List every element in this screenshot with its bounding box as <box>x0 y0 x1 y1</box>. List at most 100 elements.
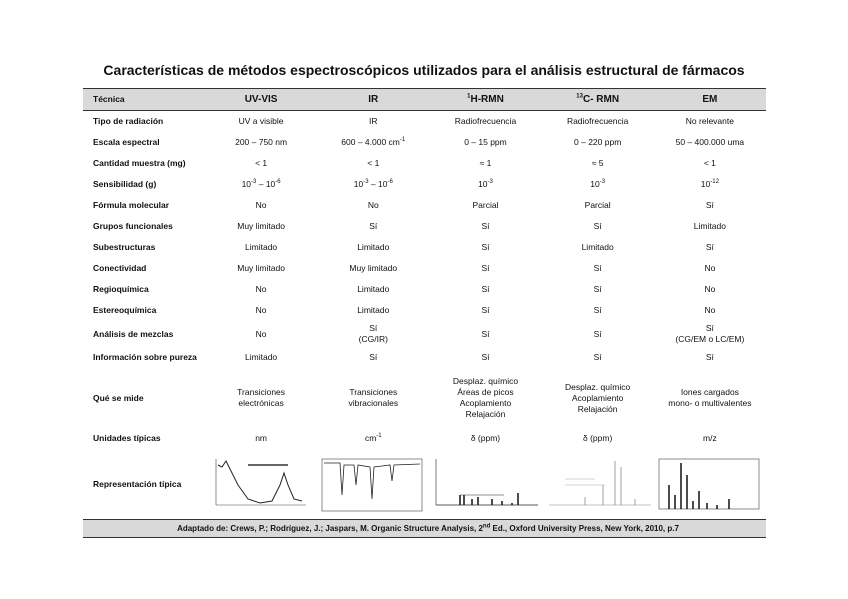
table-cell: Sí <box>429 300 541 321</box>
table-cell: Desplaz. químico Áreas de picos Acoplami… <box>429 368 541 428</box>
cell-text: Regioquímica <box>93 284 149 294</box>
table-cell: Sí <box>429 321 541 347</box>
row-label: Unidades típicas <box>83 428 205 449</box>
cell-text: Subestructuras <box>93 242 156 252</box>
table-cell: Sí <box>542 300 654 321</box>
table-cell: Sí <box>317 216 429 237</box>
cell-text: 0 – 15 ppm <box>464 137 507 147</box>
cell-text: ≈ 1 <box>479 158 492 168</box>
cell-text: Sí <box>369 352 378 362</box>
superscript: -6 <box>275 179 281 186</box>
cell-text: δ (ppm) <box>470 433 501 443</box>
table-cell: Iones cargados mono- o multivalentes <box>654 368 766 428</box>
table-cell: Sí <box>654 237 766 258</box>
cell-text: No <box>704 305 716 315</box>
cell-text: Sí <box>481 352 490 362</box>
table-cell: Sí <box>654 195 766 216</box>
table-cell: δ (ppm) <box>429 428 541 449</box>
table-cell: 200 – 750 nm <box>205 132 317 153</box>
row-label: Representación típica <box>83 449 205 520</box>
table-cell: Limitado <box>317 300 429 321</box>
cell-text: Sí <box>481 328 490 339</box>
table-row: Sensibilidad (g) 10-3 – 10-6 10-3 – 10-6 10… <box>83 174 766 195</box>
cell-text: Limitado <box>693 221 726 231</box>
table-cell: Sí (CG/IR) <box>317 321 429 347</box>
spectrum-image <box>658 458 760 510</box>
cell-text: Representación típica <box>93 478 182 489</box>
cell-text: IR <box>369 116 378 126</box>
text-segment: – 10 <box>368 179 388 189</box>
spectrum-cell <box>429 449 541 520</box>
table-cell: Sí <box>542 279 654 300</box>
row-label: Conectividad <box>83 258 205 279</box>
table-row: Grupos funcionales Muy limitado Sí Sí Sí Limi… <box>83 216 766 237</box>
cell-text: No <box>704 284 716 294</box>
cell-text: Sí <box>369 221 378 231</box>
table-cell: 50 – 400.000 uma <box>654 132 766 153</box>
header-cell: EM <box>653 88 766 111</box>
table-row: Subestructuras Limitado Limitado Sí Limitado… <box>83 237 766 258</box>
table-row: Información sobre pureza Limitado Sí Sí Sí Sí <box>83 347 766 368</box>
cell-text: Desplaz. químico Áreas de picos Acoplami… <box>452 376 519 419</box>
table-cell: 0 – 15 ppm <box>429 132 541 153</box>
cell-text: Qué se mide <box>93 392 144 403</box>
cell-text: EM <box>702 94 718 105</box>
spectrum-image <box>321 458 423 512</box>
row-label: Cantidad muestra (mg) <box>83 153 205 174</box>
table-cell: Sí <box>429 258 541 279</box>
cell-text: No <box>704 263 716 273</box>
table-cell: Limitado <box>542 237 654 258</box>
table-cell: Sí <box>542 216 654 237</box>
cell-text: Radiofrecuencia <box>566 116 629 126</box>
table-cell: 10-3 <box>429 174 541 195</box>
table-cell: Desplaz. químico Acoplamiento Relajación <box>542 368 654 428</box>
table-footer: Adaptado de: Crews, P.; Rodríguez, J.; J… <box>83 519 766 538</box>
table-row: Representación típica <box>83 449 766 520</box>
table-cell: 0 – 220 ppm <box>542 132 654 153</box>
superscript: -1 <box>376 433 382 440</box>
table-cell: Sí <box>429 237 541 258</box>
table-cell: cm-1 <box>317 428 429 449</box>
table-cell: Transiciones vibracionales <box>317 368 429 428</box>
row-label: Estereoquímica <box>83 300 205 321</box>
table-row: Conectividad Muy limitado Muy limitado Sí Sí… <box>83 258 766 279</box>
text-segment: Adaptado de: Crews, P.; Rodríguez, J.; J… <box>177 524 483 533</box>
table-cell: δ (ppm) <box>542 428 654 449</box>
table-cell: IR <box>317 111 429 133</box>
cell-text: < 1 <box>255 158 268 168</box>
cell-text: No <box>255 305 267 315</box>
cell-text: < 1 <box>703 158 716 168</box>
row-label: Sensibilidad (g) <box>83 174 205 195</box>
table-row: Cantidad muestra (mg) < 1 < 1 ≈ 1 ≈ 5 < 1 <box>83 153 766 174</box>
text-segment: 10 <box>700 179 711 189</box>
table-row: Estereoquímica No Limitado Sí Sí No <box>83 300 766 321</box>
cell-text: Iones cargados mono- o multivalentes <box>668 387 752 408</box>
cell-text: Unidades típicas <box>93 433 161 443</box>
cell-text: Sensibilidad (g) <box>93 179 157 189</box>
cell-text: Sí <box>593 221 602 231</box>
table-cell: Radiofrecuencia <box>542 111 654 133</box>
table-cell: Limitado <box>205 237 317 258</box>
table-cell: Sí (CG/EM o LC/EM) <box>654 321 766 347</box>
cell-text: Desplaz. químico Acoplamiento Relajación <box>565 381 631 414</box>
table-cell: No relevante <box>654 111 766 133</box>
table-cell: No <box>205 300 317 321</box>
row-label: Fórmula molecular <box>83 195 205 216</box>
footer-row: Adaptado de: Crews, P.; Rodríguez, J.; J… <box>83 519 766 538</box>
cell-text: Transiciones vibracionales <box>348 387 399 408</box>
table-cell: Muy limitado <box>317 258 429 279</box>
table-cell: No <box>654 300 766 321</box>
cell-text: 0 – 220 ppm <box>574 137 622 147</box>
header-cell: IR <box>317 88 430 111</box>
row-label: Subestructuras <box>83 237 205 258</box>
header-cell: 13C- RMN <box>541 88 654 111</box>
superscript: -3 <box>487 179 493 186</box>
cell-text: Parcial <box>472 200 499 210</box>
cell-text: Sí <box>705 352 714 362</box>
table-cell: < 1 <box>654 153 766 174</box>
cell-text: Estereoquímica <box>93 305 157 315</box>
cell-text: Transiciones electrónicas <box>237 387 286 408</box>
text-segment: – 10 <box>256 179 276 189</box>
text-segment: 10 <box>241 179 252 189</box>
text-segment: 10 <box>478 179 488 189</box>
